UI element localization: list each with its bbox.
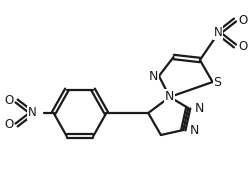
Text: O: O: [238, 14, 247, 27]
Text: N: N: [28, 106, 36, 120]
Text: S: S: [214, 76, 221, 89]
Text: O: O: [4, 95, 14, 108]
Text: O: O: [4, 118, 14, 131]
Text: O: O: [238, 39, 247, 52]
Text: N: N: [149, 70, 158, 83]
Text: N: N: [190, 124, 200, 137]
Text: N: N: [195, 102, 204, 115]
Text: N: N: [214, 27, 223, 39]
Text: N: N: [165, 90, 174, 102]
